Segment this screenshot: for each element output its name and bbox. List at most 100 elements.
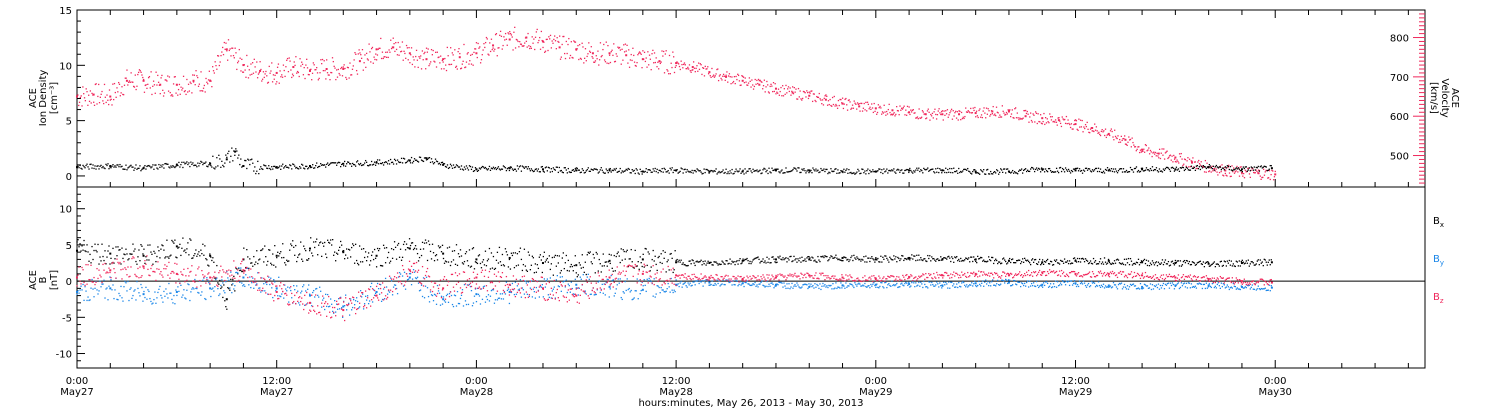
- trace-point: [217, 287, 219, 290]
- trace-point: [1088, 168, 1091, 170]
- trace-point: [1061, 260, 1064, 263]
- trace-point: [871, 103, 873, 105]
- trace-point: [589, 251, 591, 253]
- trace-point: [798, 96, 800, 98]
- trace-point: [1181, 166, 1184, 168]
- trace-point: [967, 110, 969, 112]
- trace-point: [320, 162, 322, 165]
- trace-point: [382, 288, 385, 290]
- trace-point: [383, 56, 385, 58]
- trace-point: [732, 280, 734, 282]
- trace-point: [477, 169, 480, 172]
- trace-point: [589, 170, 591, 172]
- data-point: [991, 110, 994, 113]
- trace-point: [164, 295, 166, 297]
- trace-point: [895, 172, 897, 174]
- trace-point: [984, 260, 986, 263]
- trace-point: [1197, 261, 1200, 264]
- trace-point: [630, 53, 632, 56]
- trace-point: [701, 280, 703, 282]
- trace-point: [997, 112, 999, 114]
- trace-point: [493, 268, 496, 271]
- trace-point: [1028, 170, 1031, 173]
- trace-point: [1034, 168, 1037, 171]
- field-tick-label: -10: [56, 350, 72, 361]
- trace-point: [691, 169, 693, 172]
- trace-point: [483, 285, 486, 287]
- trace-point: [498, 47, 500, 49]
- trace-point: [482, 259, 485, 261]
- trace-point: [935, 168, 937, 170]
- trace-point: [500, 168, 503, 170]
- trace-point: [266, 283, 268, 286]
- trace-point: [1000, 262, 1002, 265]
- trace-point: [194, 84, 196, 86]
- trace-point: [757, 82, 759, 85]
- trace-point: [825, 94, 827, 96]
- trace-point: [1224, 166, 1226, 168]
- trace-point: [463, 260, 466, 263]
- trace-point: [437, 56, 439, 59]
- trace-point: [419, 289, 422, 291]
- trace-point: [1021, 118, 1023, 120]
- trace-point: [356, 160, 359, 162]
- trace-point: [891, 114, 894, 116]
- trace-point: [297, 290, 299, 292]
- trace-point: [236, 68, 238, 71]
- trace-point: [258, 72, 260, 74]
- trace-point: [762, 88, 764, 90]
- trace-point: [312, 62, 315, 64]
- trace-point: [767, 285, 769, 288]
- trace-point: [260, 68, 262, 71]
- trace-point: [119, 295, 121, 297]
- trace-point: [554, 40, 557, 42]
- trace-point: [924, 258, 926, 260]
- trace-point: [707, 73, 710, 75]
- trace-point: [1199, 260, 1202, 262]
- trace-point: [659, 292, 661, 294]
- trace-point: [796, 261, 798, 263]
- trace-point: [1181, 264, 1184, 266]
- trace-point: [775, 168, 777, 170]
- trace-point: [1099, 258, 1102, 260]
- trace-point: [417, 260, 420, 262]
- trace-point: [141, 74, 143, 76]
- trace-point: [549, 38, 551, 40]
- trace-point: [554, 297, 556, 299]
- trace-point: [1125, 143, 1127, 145]
- trace-point: [637, 172, 639, 174]
- trace-point: [864, 261, 866, 263]
- trace-point: [542, 170, 545, 172]
- trace-point: [1146, 150, 1148, 152]
- trace-point: [143, 248, 145, 250]
- trace-point: [708, 262, 710, 264]
- trace-point: [149, 297, 151, 300]
- trace-point: [306, 67, 309, 69]
- trace-point: [402, 243, 405, 246]
- trace-point: [716, 262, 718, 265]
- trace-point: [146, 298, 148, 300]
- trace-point: [545, 38, 548, 41]
- trace-point: [698, 282, 700, 285]
- trace-point: [872, 169, 874, 171]
- trace-point: [696, 65, 698, 67]
- trace-point: [748, 77, 751, 79]
- trace-point: [575, 287, 577, 289]
- trace-point: [683, 62, 686, 64]
- trace-point: [785, 257, 787, 259]
- trace-point: [1078, 168, 1081, 170]
- data-point: [874, 283, 877, 286]
- trace-point: [1038, 168, 1041, 170]
- trace-point: [632, 47, 634, 49]
- trace-point: [1178, 265, 1181, 267]
- date-tick-label: May27: [260, 387, 293, 398]
- trace-point: [664, 53, 666, 55]
- trace-point: [796, 98, 799, 100]
- trace-point: [1068, 122, 1070, 125]
- trace-point: [747, 259, 749, 262]
- trace-point: [1163, 158, 1166, 160]
- trace-point: [487, 168, 490, 170]
- trace-point: [1035, 112, 1038, 114]
- trace-point: [496, 55, 498, 57]
- trace-point: [361, 164, 364, 166]
